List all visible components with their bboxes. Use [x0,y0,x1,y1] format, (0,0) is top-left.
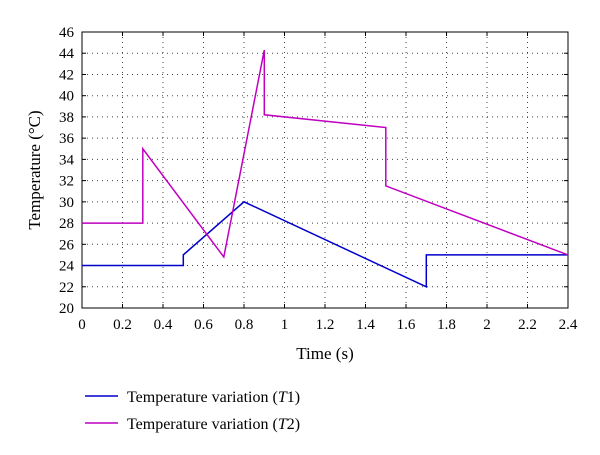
x-tick-label: 0 [78,317,86,333]
x-tick-label: 1.4 [356,317,375,333]
legend-label-t1: Temperature variation (T1) [127,389,300,406]
y-tick-label: 30 [59,195,74,211]
y-tick-label: 32 [59,174,74,190]
x-axis-label: Time (s) [296,344,353,363]
x-tick-label: 1.2 [316,317,335,333]
x-tick-label: 1 [281,317,289,333]
y-tick-label: 26 [59,237,75,253]
y-tick-label: 38 [59,110,74,126]
y-axis-label: Temperature (°C) [25,110,44,229]
series [82,49,569,288]
plot-frame [81,31,569,309]
legend-label-t2: Temperature variation (T2) [127,416,300,433]
x-tick-label: 2.2 [518,317,537,333]
y-tick-label: 22 [59,280,74,296]
x-tick-label: 2.4 [559,317,578,333]
y-tick-label: 40 [59,89,74,105]
x-tick-label: 0.2 [113,317,132,333]
y-tick-label: 44 [59,46,75,62]
y-tick-label: 36 [59,131,75,147]
x-tick-label: 0.8 [235,317,254,333]
y-tick-label: 24 [59,259,75,275]
x-tick-label: 1.8 [437,317,456,333]
y-tick-label: 46 [59,25,75,41]
x-tick-label: 1.6 [397,317,416,333]
x-tick-label: 0.6 [194,317,213,333]
y-tick-label: 34 [59,152,75,168]
grid [82,32,568,308]
ticks: 0 0.2 0.4 0.6 0.8 1 1.2 1.4 1.6 1.8 2 2.2 2.4 20 22 24 2… [59,25,578,333]
x-tick-label: 2 [483,317,491,333]
series-line-t1 [82,200,568,288]
y-tick-label: 42 [59,67,74,83]
y-tick-label: 20 [59,301,74,317]
legend: Temperature variation (T1) Temperature va… [85,389,300,433]
y-tick-label: 28 [59,216,74,232]
x-tick-label: 0.4 [154,317,173,333]
series-line-t2 [82,49,569,259]
